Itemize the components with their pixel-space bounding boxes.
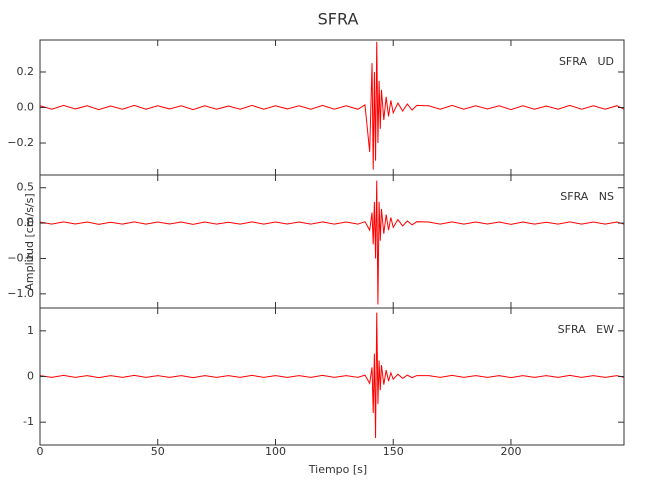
panel-frame xyxy=(39,174,625,309)
x-tick-label: 200 xyxy=(500,445,521,458)
y-tick-label: −0.5 xyxy=(7,251,34,264)
station-label: SFRA EW xyxy=(558,323,614,336)
x-tick-label: 0 xyxy=(37,445,44,458)
station-label: SFRA NS xyxy=(560,190,614,203)
y-tick-label: 0.0 xyxy=(17,216,35,229)
y-tick-label: −1.0 xyxy=(7,287,34,300)
y-axis-label: Amplitud [cm/s/s] xyxy=(23,193,36,290)
y-tick-label: 0.2 xyxy=(17,65,35,78)
y-tick-label: 0 xyxy=(27,370,34,383)
x-tick-label: 100 xyxy=(265,445,286,458)
y-tick-label: -1 xyxy=(23,415,34,428)
trace xyxy=(39,312,625,439)
x-axis-label: Tiempo [s] xyxy=(308,463,367,476)
y-tick-label: −0.2 xyxy=(7,136,34,149)
x-tick-label: 150 xyxy=(383,445,404,458)
y-tick-label: 0.0 xyxy=(17,101,35,114)
trace xyxy=(39,180,625,305)
x-tick-label: 50 xyxy=(151,445,165,458)
station-label: SFRA UD xyxy=(559,55,614,68)
panel-frame xyxy=(39,307,625,446)
trace xyxy=(39,41,625,170)
y-tick-label: 0.5 xyxy=(17,181,35,194)
chart-title: SFRA xyxy=(318,10,359,29)
y-tick-label: 1 xyxy=(27,324,34,337)
